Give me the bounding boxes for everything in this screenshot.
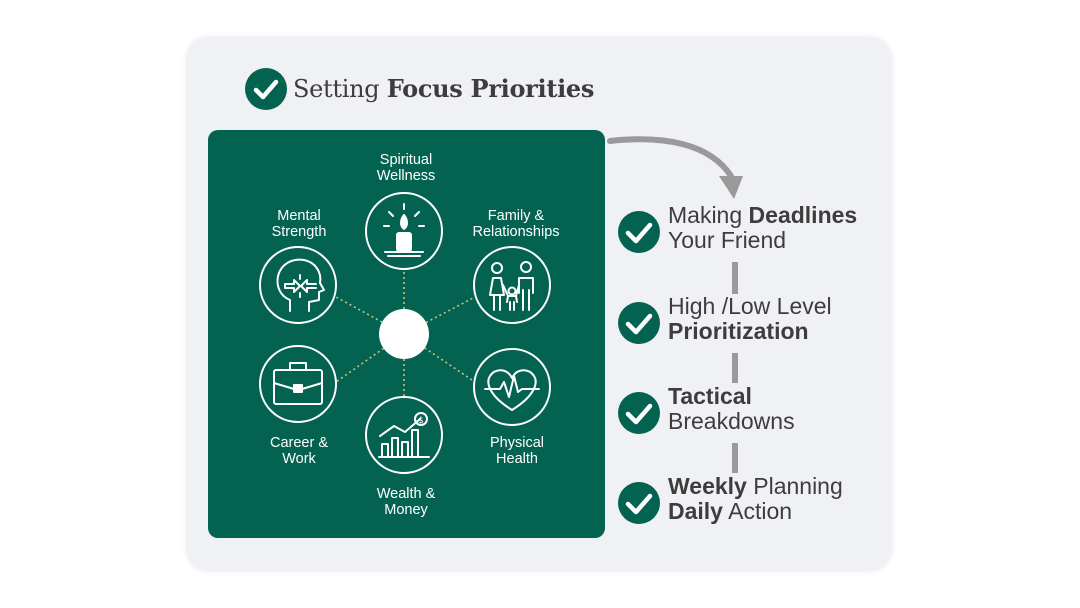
candle-icon	[365, 192, 443, 270]
wheel-center	[379, 309, 429, 359]
page-title: Setting Focus Priorities	[293, 74, 595, 103]
category-label-mental: Mental Strength	[271, 208, 327, 240]
check-icon	[618, 302, 660, 344]
head-focus-icon	[259, 246, 337, 324]
category-label-spiritual: Spiritual Wellness	[376, 152, 436, 184]
connector-line	[732, 443, 738, 473]
growth-chart-icon: $	[365, 396, 443, 474]
category-label-physical: Physical Health	[490, 435, 544, 467]
heartbeat-icon	[473, 348, 551, 426]
check-icon	[618, 392, 660, 434]
title-check-icon	[245, 68, 287, 110]
check-icon	[618, 482, 660, 524]
connector-line	[732, 353, 738, 383]
focus-wheel-panel: $ Spiritual Wellness Family & Relationship…	[208, 130, 605, 538]
svg-text:$: $	[418, 416, 424, 426]
category-label-family: Family & Relationships	[472, 208, 560, 240]
family-icon	[473, 246, 551, 324]
category-label-career: Career & Work	[269, 435, 329, 467]
curved-arrow-icon	[607, 136, 743, 199]
connector-line	[732, 262, 738, 294]
briefcase-icon	[259, 345, 337, 423]
category-label-wealth: Wealth & Money	[376, 486, 436, 518]
check-icon	[618, 211, 660, 253]
